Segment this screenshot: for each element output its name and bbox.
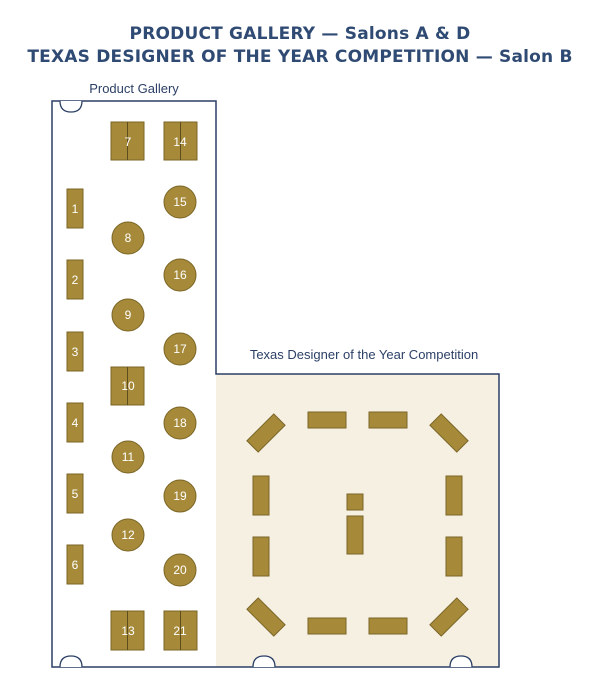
booth-number: 7 bbox=[125, 135, 132, 149]
competition-table bbox=[445, 536, 463, 577]
booth-number: 3 bbox=[72, 345, 79, 359]
competition-table bbox=[246, 597, 286, 637]
room-label-product-gallery: Product Gallery bbox=[89, 81, 179, 96]
booth-number: 18 bbox=[173, 416, 187, 430]
booth-number: 10 bbox=[121, 379, 135, 393]
door-icon bbox=[59, 100, 83, 113]
floor-plan-walls bbox=[51, 100, 500, 668]
booth-number: 8 bbox=[125, 231, 132, 245]
booth-9 bbox=[111, 298, 145, 332]
competition-table bbox=[445, 475, 463, 516]
booth-15 bbox=[163, 185, 197, 219]
booth-number: 6 bbox=[72, 558, 79, 572]
competition-table bbox=[246, 413, 286, 453]
competition-table bbox=[429, 413, 469, 453]
booth-number: 12 bbox=[121, 528, 135, 542]
booth-18 bbox=[163, 406, 197, 440]
booth-number: 19 bbox=[173, 489, 187, 503]
booth-number: 5 bbox=[72, 487, 79, 501]
competition-table bbox=[252, 475, 270, 516]
booth-number: 15 bbox=[173, 195, 187, 209]
booth-20 bbox=[163, 553, 197, 587]
booth-12 bbox=[111, 518, 145, 552]
booth-number: 2 bbox=[72, 273, 79, 287]
booth-number: 13 bbox=[121, 624, 135, 638]
door-icon bbox=[59, 655, 83, 668]
booth-number: 20 bbox=[173, 563, 187, 577]
booth-17 bbox=[163, 332, 197, 366]
competition-table bbox=[307, 411, 347, 429]
doors bbox=[59, 100, 473, 668]
page-title-line-1: PRODUCT GALLERY — Salons A & D bbox=[129, 24, 471, 44]
booth-number: 11 bbox=[122, 450, 135, 464]
competition-center-table bbox=[346, 493, 364, 511]
booth-2 bbox=[66, 259, 84, 300]
booth-11 bbox=[111, 440, 145, 474]
competition-table bbox=[429, 597, 469, 637]
booth-number: 1 bbox=[72, 202, 79, 216]
page-title-line-2: TEXAS DESIGNER OF THE YEAR COMPETITION —… bbox=[27, 47, 573, 67]
booth-number: 16 bbox=[173, 268, 187, 282]
competition-table bbox=[307, 617, 347, 635]
competition-table bbox=[252, 536, 270, 577]
competition-center-table bbox=[346, 515, 364, 555]
booth-6 bbox=[66, 544, 84, 585]
booth-4 bbox=[66, 402, 84, 443]
booth-number: 21 bbox=[173, 624, 187, 638]
booth-number: 4 bbox=[72, 416, 79, 430]
booth-19 bbox=[163, 479, 197, 513]
competition-table bbox=[368, 617, 408, 635]
booth-8 bbox=[111, 221, 145, 255]
door-icon bbox=[449, 655, 473, 668]
booth-5 bbox=[66, 473, 84, 514]
competition-table bbox=[368, 411, 408, 429]
door-icon bbox=[252, 655, 276, 668]
booth-number: 14 bbox=[173, 135, 187, 149]
room-label-competition: Texas Designer of the Year Competition bbox=[250, 347, 478, 362]
booth-1 bbox=[66, 188, 84, 229]
booth-16 bbox=[163, 258, 197, 292]
booth-3 bbox=[66, 331, 84, 372]
booth-dividers bbox=[127, 122, 181, 650]
booth-number: 17 bbox=[173, 342, 187, 356]
booth-number: 9 bbox=[125, 308, 132, 322]
